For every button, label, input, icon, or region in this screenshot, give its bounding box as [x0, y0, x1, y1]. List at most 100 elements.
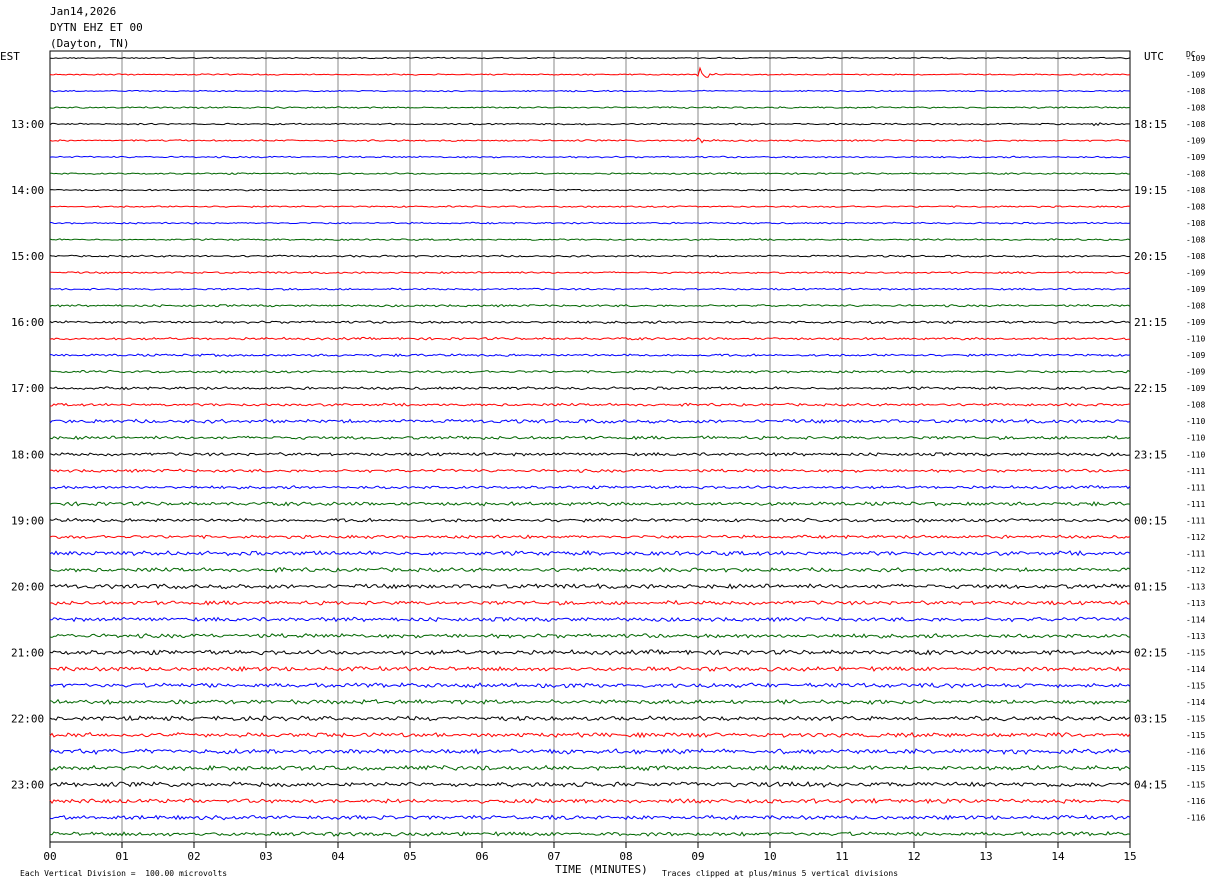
trace-row: [49, 616, 1131, 623]
x-tick-label: 06: [475, 850, 488, 863]
trace-row: [49, 287, 1131, 291]
est-hour-label: 17:00: [11, 382, 44, 395]
utc-hour-label: 04:15: [1134, 778, 1167, 791]
trace-row: [49, 402, 1131, 407]
est-hour-label: 21:00: [11, 646, 44, 659]
utc-hour-label: 01:15: [1134, 580, 1167, 593]
plot-frame: [49, 50, 1131, 843]
trace-row: [49, 188, 1131, 192]
est-hour-label: 18:00: [11, 448, 44, 461]
trace-row: [49, 517, 1131, 523]
trace-row: [49, 500, 1131, 507]
utc-hour-label: 19:15: [1134, 184, 1167, 197]
est-hour-label: 22:00: [11, 712, 44, 725]
dc-offset-label: -108: [1186, 87, 1205, 96]
dc-offset-label: -108: [1186, 401, 1205, 410]
dc-offset-label: -111: [1186, 467, 1205, 476]
dc-offset-label: -109: [1186, 351, 1205, 360]
x-axis-title: TIME (MINUTES): [555, 863, 648, 876]
trace-row: [49, 781, 1131, 788]
header-date: Jan14,2026: [50, 5, 117, 18]
trace-row: [49, 435, 1131, 441]
dc-offset-label: -108: [1186, 104, 1205, 113]
trace-row: [49, 452, 1131, 457]
dc-offset-label: -109: [1186, 153, 1205, 162]
dc-title: DC: [1186, 50, 1196, 59]
dc-offset-label: -109: [1186, 318, 1205, 327]
trace-row: [49, 386, 1131, 391]
dc-offset-label: -108: [1186, 203, 1205, 212]
trace-row: [49, 649, 1131, 656]
dc-offset-label: -111: [1186, 500, 1205, 509]
trace-row: [49, 550, 1131, 557]
right-axis-title: UTC: [1144, 50, 1164, 63]
dc-offset-label: -110: [1186, 450, 1205, 459]
dc-offset-label: -109: [1186, 384, 1205, 393]
left-axis-title: EST: [0, 50, 20, 63]
utc-hour-label: 20:15: [1134, 250, 1167, 263]
trace-row: [49, 66, 1131, 78]
dc-offset-label: -114: [1186, 615, 1205, 624]
trace-row: [49, 583, 1131, 590]
trace-row: [49, 485, 1131, 490]
dc-offset-label: -113: [1186, 632, 1205, 641]
dc-offset-label: -109: [1186, 269, 1205, 278]
dc-offset-label: -109: [1186, 137, 1205, 146]
utc-hour-label: 21:15: [1134, 316, 1167, 329]
dc-offset-label: -115: [1186, 681, 1205, 690]
dc-offset-label: -115: [1186, 780, 1205, 789]
dc-offset-label: -111: [1186, 516, 1205, 525]
header-location: (Dayton, TN): [50, 37, 130, 50]
utc-hour-label: 00:15: [1134, 514, 1167, 527]
dc-offset-label: -108: [1186, 170, 1205, 179]
dc-offset-label: -108: [1186, 252, 1205, 261]
trace-row: [50, 172, 1131, 175]
x-tick-label: 08: [619, 850, 632, 863]
trace-row: [49, 731, 1131, 739]
dc-offset-label: -110: [1186, 434, 1205, 443]
x-tick-label: 12: [907, 850, 920, 863]
trace-row: [49, 797, 1131, 805]
est-hour-label: 19:00: [11, 514, 44, 527]
utc-hour-label: 23:15: [1134, 448, 1167, 461]
trace-row: [49, 418, 1131, 424]
trace-row: [49, 468, 1131, 474]
dc-offset-label: -108: [1186, 302, 1205, 311]
x-tick-label: 04: [331, 850, 345, 863]
x-tick-label: 07: [547, 850, 560, 863]
x-tick-label: 14: [1051, 850, 1065, 863]
dc-offset-label: -113: [1186, 599, 1205, 608]
dc-offset-label: -114: [1186, 665, 1205, 674]
trace-row: [49, 534, 1131, 540]
dc-offset-label: -109: [1186, 285, 1205, 294]
dc-offset-label: -115: [1186, 648, 1205, 657]
dc-offset-label: -115: [1186, 714, 1205, 723]
dc-offset-label: -109: [1186, 368, 1205, 377]
dc-offset-label: -113: [1186, 582, 1205, 591]
trace-row: [49, 632, 1131, 639]
trace-row: [49, 303, 1131, 308]
dc-offset-label: -115: [1186, 764, 1205, 773]
dc-offset-label: -112: [1186, 533, 1205, 542]
dc-offset-label: -108: [1186, 236, 1205, 245]
trace-row: [49, 665, 1131, 673]
dc-offset-label: -115: [1186, 731, 1205, 740]
x-tick-label: 03: [259, 850, 272, 863]
trace-row: [49, 137, 1131, 144]
x-tick-label: 01: [115, 850, 128, 863]
x-tick-label: 05: [403, 850, 416, 863]
est-hour-label: 14:00: [11, 184, 44, 197]
dc-offset-label: -114: [1186, 698, 1205, 707]
dc-offset-label: -111: [1186, 483, 1205, 492]
dc-offset-label: -108: [1186, 186, 1205, 195]
trace-row: [49, 320, 1131, 325]
dc-offset-label: -109: [1186, 71, 1205, 80]
trace-row: [49, 89, 1131, 93]
x-tick-label: 13: [979, 850, 992, 863]
est-hour-label: 13:00: [11, 118, 44, 131]
trace-row: [50, 831, 1131, 837]
trace-row: [49, 698, 1131, 706]
dc-offset-label: -108: [1186, 219, 1205, 228]
dc-offset-label: -116: [1186, 813, 1205, 822]
trace-row: [49, 715, 1131, 722]
